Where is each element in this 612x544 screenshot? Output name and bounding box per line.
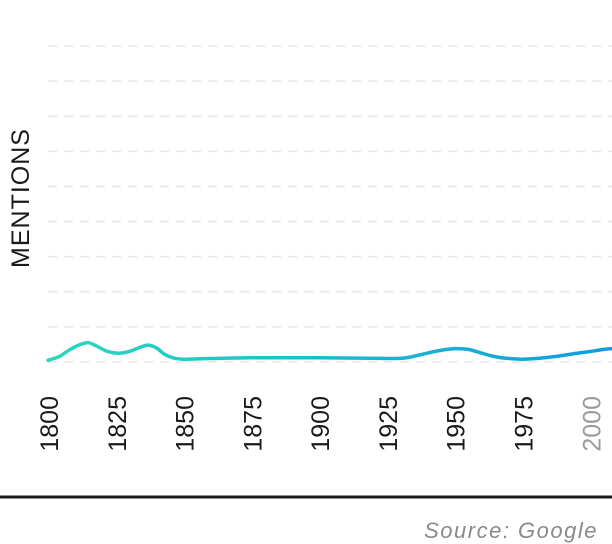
x-tick-label: 1975 [511, 396, 539, 452]
x-tick-label: 1925 [375, 396, 403, 452]
y-axis-label: MENTIONS [7, 128, 35, 268]
x-tick-label: 1900 [307, 396, 335, 452]
x-tick-label: 1950 [443, 396, 471, 452]
x-tick-label: 1875 [239, 396, 267, 452]
x-tick-label: 1825 [104, 396, 132, 452]
source-note: Source: Google [424, 518, 598, 543]
x-tick-label: 1800 [36, 396, 64, 452]
x-axis-ticks: 1800 1825 1850 1875 1900 1925 1950 1975 2000 [36, 396, 606, 452]
gridlines [48, 45, 612, 363]
x-tick-label: 2000 [578, 396, 606, 452]
series-line [46, 340, 612, 362]
x-tick-label: 1850 [172, 396, 200, 452]
